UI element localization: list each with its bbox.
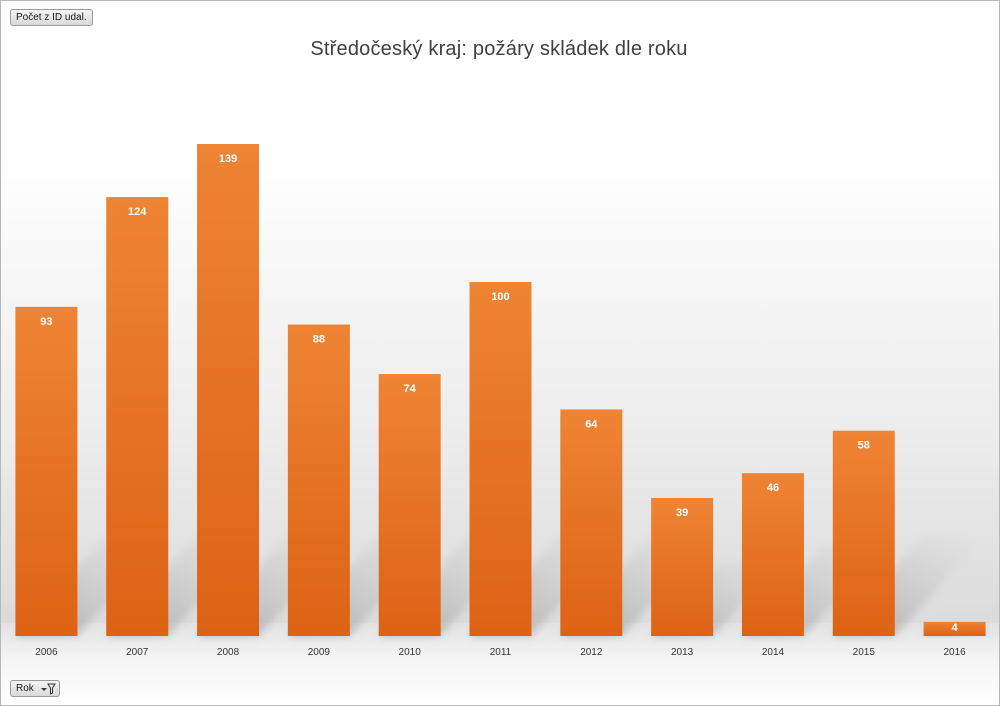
chart-floor (1, 623, 999, 705)
x-tick-label-2007: 2007 (126, 647, 149, 658)
data-label-2015: 58 (858, 440, 870, 452)
bar-2012[interactable] (560, 409, 623, 636)
bar-2016[interactable] (923, 621, 986, 636)
bar-2009[interactable] (287, 324, 350, 636)
x-tick-label-2016: 2016 (943, 647, 966, 658)
axis-field-label: Rok (16, 683, 34, 694)
filter-dropdown-icon[interactable] (40, 683, 56, 695)
x-tick-label-2011: 2011 (490, 647, 512, 658)
bar-2006[interactable] (15, 306, 78, 636)
data-label-2008: 139 (219, 153, 237, 165)
bar-2013[interactable] (651, 497, 714, 636)
bar-2008[interactable] (197, 144, 260, 636)
bar-2015[interactable] (832, 430, 895, 636)
x-tick-label-2010: 2010 (399, 647, 422, 658)
x-tick-label-2012: 2012 (580, 647, 603, 658)
data-label-2013: 39 (676, 507, 688, 519)
x-tick-label-2008: 2008 (217, 647, 240, 658)
x-tick-label-2009: 2009 (308, 647, 331, 658)
bar-2011[interactable] (469, 282, 532, 636)
value-field-button[interactable]: Počet z ID udal. (10, 9, 93, 26)
bar-2007[interactable] (106, 197, 169, 637)
data-label-2014: 46 (767, 482, 779, 494)
x-tick-label-2013: 2013 (671, 647, 694, 658)
chart-title: Středočeský kraj: požáry skládek dle rok… (310, 38, 688, 60)
data-label-2012: 64 (585, 418, 598, 430)
bar-2010[interactable] (378, 374, 441, 636)
x-tick-label-2006: 2006 (35, 647, 58, 658)
data-label-2007: 124 (128, 206, 147, 218)
data-label-2011: 100 (491, 291, 509, 303)
data-label-2010: 74 (404, 383, 417, 395)
data-label-2006: 93 (40, 316, 52, 328)
bar-2014[interactable] (741, 473, 804, 636)
x-tick-label-2015: 2015 (853, 647, 876, 658)
data-label-2009: 88 (313, 334, 325, 346)
axis-field-button[interactable]: Rok (10, 680, 60, 697)
x-tick-label-2014: 2014 (762, 647, 785, 658)
data-label-2016: 4 (952, 622, 959, 634)
